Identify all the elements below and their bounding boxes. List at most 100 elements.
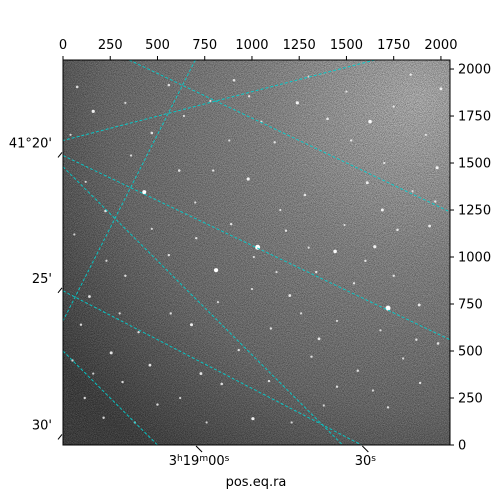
ra-grid-line bbox=[63, 60, 196, 322]
star bbox=[434, 200, 437, 203]
ra-grid-line bbox=[63, 350, 158, 445]
star bbox=[199, 372, 203, 375]
coordinate-grid bbox=[63, 60, 450, 445]
star bbox=[84, 180, 87, 183]
star bbox=[246, 177, 250, 181]
star bbox=[373, 245, 377, 249]
star bbox=[177, 169, 181, 172]
dec-tick-label: 30' bbox=[32, 418, 52, 433]
dec-tick-mark bbox=[57, 434, 63, 440]
star bbox=[88, 295, 91, 298]
y-tick-label: 500 bbox=[458, 345, 483, 360]
star bbox=[167, 253, 171, 257]
ra-tick-mark bbox=[361, 445, 369, 453]
star bbox=[232, 79, 236, 82]
sky-image-noise-light bbox=[63, 60, 450, 445]
star-field bbox=[69, 73, 443, 424]
star bbox=[251, 417, 255, 421]
star bbox=[383, 161, 386, 165]
star bbox=[333, 249, 337, 254]
star bbox=[275, 270, 278, 274]
star bbox=[428, 224, 431, 228]
y-tick-label: 750 bbox=[458, 298, 483, 313]
star bbox=[124, 274, 127, 278]
star bbox=[212, 169, 215, 172]
star bbox=[349, 139, 353, 142]
star bbox=[418, 381, 422, 385]
star bbox=[299, 312, 303, 315]
ra-tick-label: 30s bbox=[355, 454, 377, 469]
x-tick-label: 1250 bbox=[283, 38, 316, 53]
star bbox=[75, 85, 79, 89]
star bbox=[335, 319, 339, 323]
star bbox=[269, 327, 273, 330]
star bbox=[252, 255, 255, 259]
star bbox=[247, 95, 251, 98]
star bbox=[105, 259, 108, 262]
star bbox=[129, 154, 133, 157]
y-tick-label: 1500 bbox=[458, 157, 491, 172]
star bbox=[424, 133, 427, 136]
star bbox=[195, 237, 198, 240]
star bbox=[169, 312, 172, 315]
star bbox=[237, 348, 240, 352]
star bbox=[385, 305, 391, 311]
x-tick-label: 1000 bbox=[235, 38, 268, 53]
star bbox=[365, 181, 369, 185]
x-axis-label: pos.eq.ra bbox=[226, 475, 287, 490]
star bbox=[322, 404, 325, 407]
star bbox=[417, 303, 421, 307]
star bbox=[73, 233, 76, 236]
star bbox=[303, 193, 307, 197]
star bbox=[83, 396, 86, 400]
star bbox=[326, 117, 329, 121]
x-tick-label: 1750 bbox=[377, 38, 410, 53]
ra-tick-label: 3h19m00s bbox=[169, 454, 230, 469]
star bbox=[392, 105, 395, 108]
y-tick-label: 1750 bbox=[458, 110, 491, 125]
dec-tick-label: 41°20' bbox=[9, 136, 52, 151]
star bbox=[290, 421, 293, 424]
star bbox=[409, 73, 412, 76]
star bbox=[436, 342, 440, 345]
x-tick-label: 2000 bbox=[424, 38, 457, 53]
star bbox=[352, 282, 356, 285]
star bbox=[156, 403, 159, 406]
ra-grid-line bbox=[63, 60, 375, 141]
star bbox=[118, 312, 121, 315]
star bbox=[379, 329, 382, 332]
star bbox=[295, 101, 299, 105]
star bbox=[205, 421, 208, 424]
dec-grid-line bbox=[63, 155, 450, 341]
star bbox=[307, 246, 310, 249]
star bbox=[392, 274, 395, 278]
y-pixel-axis-right: 0 250 500 750 1000 1250 1500 1750 2000 bbox=[450, 63, 491, 454]
star bbox=[343, 223, 346, 227]
star bbox=[284, 229, 288, 232]
ra-grid-line bbox=[63, 166, 344, 445]
star bbox=[109, 351, 113, 355]
star bbox=[317, 337, 321, 341]
x-tick-label: 1500 bbox=[330, 38, 363, 53]
star bbox=[267, 379, 271, 383]
y-tick-label: 1000 bbox=[458, 251, 491, 266]
star bbox=[364, 259, 367, 262]
star bbox=[142, 190, 147, 195]
star bbox=[415, 338, 418, 341]
star bbox=[92, 372, 95, 375]
star bbox=[228, 139, 231, 142]
star bbox=[179, 396, 182, 400]
star bbox=[148, 363, 152, 367]
star bbox=[310, 355, 313, 358]
plot-area bbox=[63, 60, 450, 445]
wcs-axis-labels: 3h19m00s 30s 41°20' 25' 30' bbox=[9, 136, 376, 469]
x-tick-label: 0 bbox=[59, 38, 67, 53]
star bbox=[411, 190, 414, 193]
y-tick-label: 0 bbox=[458, 439, 466, 454]
star bbox=[150, 227, 153, 230]
star bbox=[386, 406, 390, 409]
x-tick-label: 500 bbox=[145, 38, 170, 53]
dec-tick-label: 25' bbox=[32, 272, 52, 287]
y-tick-label: 1250 bbox=[458, 204, 491, 219]
star bbox=[435, 166, 439, 170]
